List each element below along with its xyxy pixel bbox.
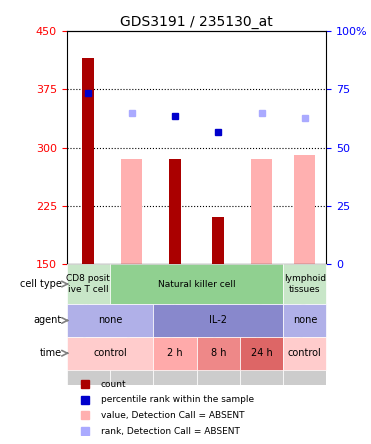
Text: control: control bbox=[93, 348, 127, 358]
Bar bbox=[212, 218, 224, 264]
Bar bbox=[121, 159, 142, 264]
FancyBboxPatch shape bbox=[67, 304, 153, 337]
FancyBboxPatch shape bbox=[283, 304, 326, 337]
FancyBboxPatch shape bbox=[67, 264, 110, 304]
FancyBboxPatch shape bbox=[283, 264, 326, 304]
Bar bbox=[295, 155, 315, 264]
FancyBboxPatch shape bbox=[110, 264, 283, 304]
FancyBboxPatch shape bbox=[153, 304, 283, 337]
Text: 24 h: 24 h bbox=[251, 348, 272, 358]
Bar bbox=[169, 159, 181, 264]
Text: IL-2: IL-2 bbox=[209, 315, 227, 325]
Text: none: none bbox=[98, 315, 122, 325]
Text: cell type: cell type bbox=[20, 279, 62, 289]
Text: time: time bbox=[39, 348, 62, 358]
Text: 8 h: 8 h bbox=[210, 348, 226, 358]
FancyBboxPatch shape bbox=[240, 337, 283, 369]
Text: agent: agent bbox=[33, 315, 62, 325]
FancyBboxPatch shape bbox=[197, 337, 240, 369]
FancyBboxPatch shape bbox=[153, 337, 197, 369]
Text: 2 h: 2 h bbox=[167, 348, 183, 358]
Text: CD8 posit
ive T cell: CD8 posit ive T cell bbox=[66, 274, 110, 294]
Title: GDS3191 / 235130_at: GDS3191 / 235130_at bbox=[120, 15, 273, 29]
Bar bbox=[251, 159, 272, 264]
Bar bbox=[82, 58, 95, 264]
Text: percentile rank within the sample: percentile rank within the sample bbox=[101, 395, 254, 404]
FancyBboxPatch shape bbox=[283, 337, 326, 369]
Text: control: control bbox=[288, 348, 322, 358]
Text: count: count bbox=[101, 380, 126, 388]
Text: lymphoid
tissues: lymphoid tissues bbox=[284, 274, 326, 294]
Text: Natural killer cell: Natural killer cell bbox=[158, 280, 236, 289]
FancyBboxPatch shape bbox=[67, 337, 153, 369]
Text: value, Detection Call = ABSENT: value, Detection Call = ABSENT bbox=[101, 411, 244, 420]
Text: rank, Detection Call = ABSENT: rank, Detection Call = ABSENT bbox=[101, 427, 239, 436]
Text: none: none bbox=[293, 315, 317, 325]
